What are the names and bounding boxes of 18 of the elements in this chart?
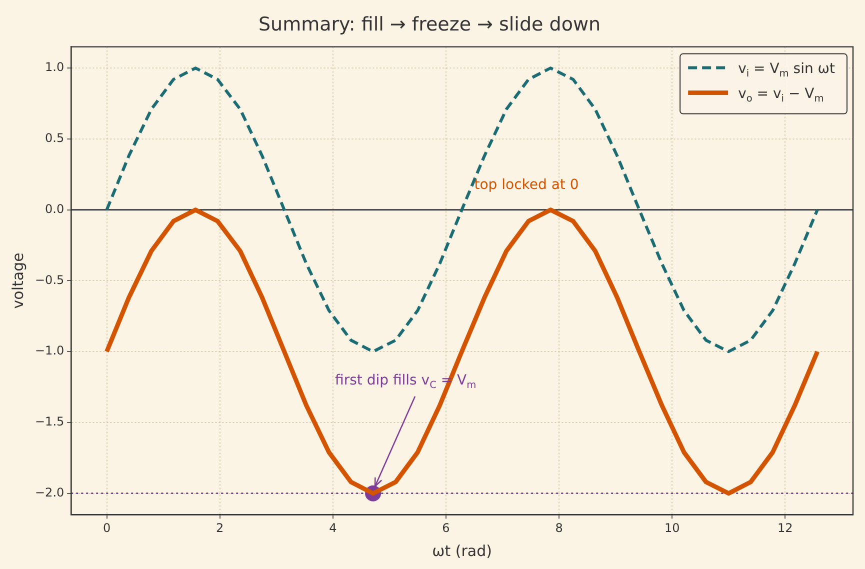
y-tick-label: −2.0 xyxy=(35,485,64,500)
x-tick-label: 2 xyxy=(216,520,224,535)
x-tick-label: 4 xyxy=(329,520,337,535)
y-tick-label: 1.0 xyxy=(45,60,64,74)
x-tick-label: 12 xyxy=(778,520,793,535)
x-tick-label: 6 xyxy=(442,520,450,535)
chart-title: Summary: fill → freeze → slide down xyxy=(258,13,601,36)
annotation: top locked at 0 xyxy=(474,176,579,193)
x-tick-label: 0 xyxy=(102,520,111,535)
x-tick-label: 8 xyxy=(555,520,563,535)
y-axis-title: voltage xyxy=(8,252,27,309)
y-tick-label: 0.5 xyxy=(45,131,64,146)
y-tick-label: 0.0 xyxy=(45,202,64,216)
y-tick-label: −0.5 xyxy=(35,272,64,287)
x-axis-title: ωt (rad) xyxy=(432,542,492,560)
y-tick-label: −1.0 xyxy=(35,344,64,358)
x-tick-label: 10 xyxy=(664,520,680,535)
y-tick-label: −1.5 xyxy=(35,414,64,429)
